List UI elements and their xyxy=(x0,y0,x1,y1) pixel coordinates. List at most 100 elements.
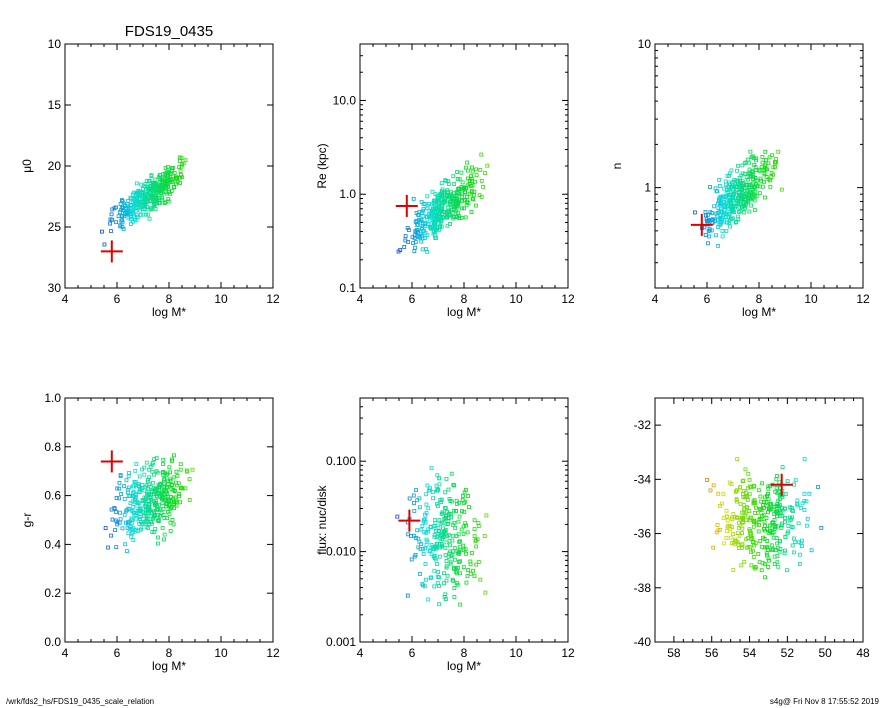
scatter-point xyxy=(444,564,449,569)
scatter-point xyxy=(484,513,489,518)
scatter-point xyxy=(141,186,145,191)
scatter-point xyxy=(434,483,439,488)
scatter-point xyxy=(731,512,736,516)
chart-title: FDS19_0435 xyxy=(125,23,213,40)
scatter-point xyxy=(446,554,451,559)
scatter-point xyxy=(772,554,777,559)
scatter-point xyxy=(742,186,747,190)
scatter-point xyxy=(422,584,427,589)
scatter-point xyxy=(446,487,451,492)
scatter-point xyxy=(736,217,741,222)
scatter-point xyxy=(759,178,763,183)
scatter-point xyxy=(722,204,727,208)
scatter-point xyxy=(733,220,738,225)
scatter-point xyxy=(793,478,798,483)
scatter-point xyxy=(452,520,457,525)
y-tick-label: -40 xyxy=(634,635,652,649)
scatter-point xyxy=(751,520,756,524)
scatter-point xyxy=(160,470,165,475)
scatter-point xyxy=(738,190,743,194)
scatter-point xyxy=(460,509,464,513)
scatter-point xyxy=(448,222,452,226)
scatter-point xyxy=(470,165,474,170)
scatter-point xyxy=(774,536,779,540)
scatter-point xyxy=(421,208,426,213)
scatter-point xyxy=(142,498,147,503)
scatter-point xyxy=(736,163,740,168)
scatter-point xyxy=(168,477,172,482)
scatter-point xyxy=(455,197,460,202)
scatter-point xyxy=(159,187,164,192)
scatter-point xyxy=(177,494,181,499)
scatter-point xyxy=(149,193,154,198)
scatter-point xyxy=(114,496,119,500)
scatter-point xyxy=(114,205,118,210)
scatter-point xyxy=(150,480,155,485)
scatter-point xyxy=(169,177,174,181)
scatter-point xyxy=(443,553,448,558)
y-tick-label: 0.100 xyxy=(326,454,356,468)
chart-flux: 4 6 8 10 12 0.001 0.010 0.100 log M* flux: nuc/di… xyxy=(315,397,575,673)
scatter-point xyxy=(459,527,464,532)
scatter-point xyxy=(448,499,453,503)
scatter-point xyxy=(763,495,767,500)
scatter-point xyxy=(718,222,723,227)
scatter-point xyxy=(157,513,162,518)
scatter-point xyxy=(795,498,800,503)
scatter-point xyxy=(752,566,757,571)
scatter-point xyxy=(156,517,161,522)
scatter-point xyxy=(721,516,726,520)
scatter-point xyxy=(802,508,807,512)
scatter-point xyxy=(157,502,161,507)
scatter-point xyxy=(154,189,159,194)
scatter-point xyxy=(745,506,750,511)
scatter-point xyxy=(464,551,469,556)
scatter-point xyxy=(412,508,417,513)
scatter-point xyxy=(741,210,746,215)
scatter-point xyxy=(462,500,466,505)
scatter-point xyxy=(114,518,118,523)
scatter-point xyxy=(746,497,750,502)
scatter-point xyxy=(162,175,167,180)
scatter-point xyxy=(160,180,165,184)
scatter-point xyxy=(452,586,457,590)
scatter-point xyxy=(425,483,430,488)
scatter-point xyxy=(142,514,146,519)
x-tick-label: 8 xyxy=(166,646,173,660)
scatter-point xyxy=(443,592,448,597)
scatter-point xyxy=(120,199,125,204)
scatter-point xyxy=(754,178,759,183)
scatter-point xyxy=(123,542,128,547)
scatter-point xyxy=(706,241,710,246)
scatter-point xyxy=(458,571,462,576)
scatter-point xyxy=(178,467,183,472)
scatter-point xyxy=(128,196,133,200)
scatter-point xyxy=(430,224,435,229)
scatter-point xyxy=(753,505,758,510)
scatter-point xyxy=(146,199,151,203)
scatter-point xyxy=(118,473,123,477)
scatter-point xyxy=(714,233,719,238)
scatter-point xyxy=(740,479,745,484)
x-tick-label: 10 xyxy=(214,646,228,660)
scatter-point xyxy=(153,181,158,186)
scatter-points xyxy=(395,466,489,607)
scatter-point xyxy=(423,520,428,525)
scatter-point xyxy=(185,469,189,474)
scatter-point xyxy=(706,212,710,217)
scatter-point xyxy=(137,514,142,519)
y-tick-label: 10 xyxy=(48,37,62,51)
scatter-point xyxy=(789,508,794,513)
scatter-point xyxy=(129,534,134,539)
scatter-point xyxy=(773,164,777,169)
scatter-point xyxy=(769,543,774,548)
scatter-point xyxy=(716,206,721,211)
scatter-point xyxy=(731,532,735,536)
scatter-point xyxy=(757,516,762,521)
scatter-point xyxy=(759,544,764,549)
scatter-point xyxy=(771,535,776,540)
scatter-point xyxy=(133,202,138,207)
scatter-point xyxy=(756,529,761,534)
scatter-point xyxy=(767,558,771,563)
scatter-point xyxy=(731,568,736,572)
